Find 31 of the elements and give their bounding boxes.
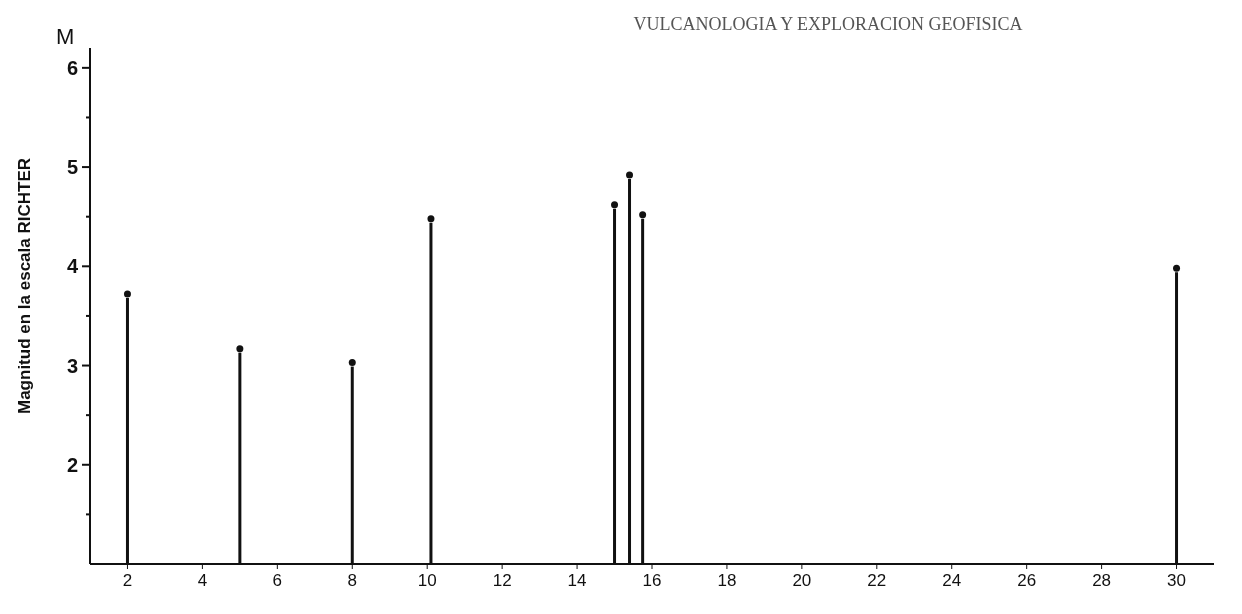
point bbox=[611, 201, 619, 209]
point bbox=[348, 359, 356, 367]
point bbox=[639, 211, 647, 219]
x-tick-label: 20 bbox=[792, 571, 812, 590]
x-tick-label: 22 bbox=[867, 571, 887, 590]
y-tick-label: 5 bbox=[66, 156, 78, 179]
x-tick-label: 24 bbox=[942, 571, 962, 590]
y-tick-label: 4 bbox=[66, 255, 79, 278]
x-tick-label: 14 bbox=[567, 571, 587, 590]
point bbox=[427, 215, 435, 223]
x-tick-label: 28 bbox=[1092, 571, 1112, 590]
x-tick-label: 30 bbox=[1167, 571, 1186, 590]
x-tick-label: 26 bbox=[1017, 571, 1037, 590]
point bbox=[236, 345, 244, 353]
x-tick-label: 12 bbox=[492, 571, 512, 590]
x-tick-label: 8 bbox=[347, 571, 357, 590]
y-tick-label: 6 bbox=[66, 56, 78, 79]
point bbox=[1173, 264, 1181, 272]
x-tick-label: 6 bbox=[272, 571, 283, 590]
point bbox=[123, 290, 131, 298]
text: M bbox=[56, 24, 75, 49]
y-tick-label: 3 bbox=[66, 354, 78, 377]
x-tick-label: 10 bbox=[417, 571, 437, 590]
x-tick-label: 16 bbox=[642, 571, 662, 590]
x-tick-label: 4 bbox=[197, 571, 208, 590]
y-tick-label: 2 bbox=[66, 453, 78, 476]
x-tick-label: 18 bbox=[717, 571, 737, 590]
point bbox=[626, 171, 634, 179]
text: VULCANOLOGIA Y EXPLORACION GEOFISICA bbox=[633, 14, 1023, 34]
x-tick-label: 2 bbox=[122, 571, 133, 590]
y-axis-title: Magnitud en la escala RICHTER bbox=[15, 158, 34, 414]
